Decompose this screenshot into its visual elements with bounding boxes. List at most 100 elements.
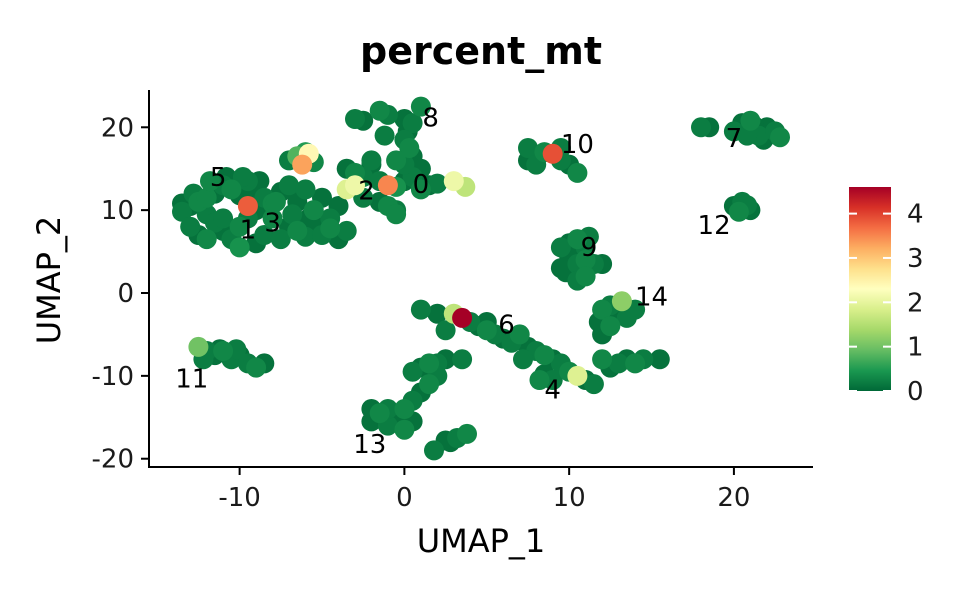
data-point: [452, 349, 473, 370]
data-point: [394, 419, 415, 440]
data-point: [196, 187, 217, 208]
data-point: [435, 320, 456, 341]
data-point: [427, 303, 448, 324]
data-point: [567, 162, 588, 183]
cluster-label: 13: [353, 430, 386, 460]
data-point: [295, 179, 316, 200]
data-point: [728, 201, 749, 222]
data-point: [424, 440, 444, 461]
data-point: [374, 125, 395, 146]
cluster-label: 8: [422, 104, 439, 134]
colorbar-ticks: 0 1 2 3 4: [849, 200, 924, 407]
data-point: [427, 173, 448, 194]
x-tick-label: 0: [396, 483, 413, 513]
data-point: [600, 316, 621, 337]
data-point: [377, 175, 398, 196]
data-point: [394, 399, 415, 419]
data-point: [265, 191, 286, 212]
data-point: [279, 175, 299, 196]
y-tick-label: 0: [117, 279, 134, 309]
data-point: [336, 220, 357, 241]
colorbar: [849, 187, 891, 391]
data-point: [188, 336, 209, 357]
data-point: [246, 357, 267, 378]
colorbar-tick-label: 4: [907, 200, 924, 230]
x-axis-title: UMAP_1: [417, 522, 546, 560]
data-point: [457, 423, 477, 444]
data-point: [270, 229, 291, 250]
cluster-label: 3: [264, 209, 281, 239]
data-point: [361, 150, 382, 171]
colorbar-tick-label: 2: [907, 288, 924, 318]
data-point: [172, 201, 192, 222]
data-point: [345, 175, 365, 196]
cluster-label: 9: [581, 233, 598, 263]
data-point: [567, 229, 588, 250]
data-point: [443, 171, 464, 192]
data-point: [386, 204, 407, 225]
data-point: [575, 249, 596, 270]
y-axis-title: UMAP_2: [30, 216, 68, 345]
y-tick-label: -10: [92, 362, 134, 392]
data-point: [550, 237, 571, 258]
data-point: [542, 143, 563, 164]
data-point: [213, 341, 234, 361]
data-point: [419, 374, 440, 395]
cluster-label: 10: [561, 130, 594, 160]
chart-title: percent_mt: [360, 29, 602, 73]
data-point: [770, 127, 790, 148]
cluster-label: 5: [210, 163, 227, 193]
points-layer: [172, 96, 790, 461]
cluster-label: 12: [698, 211, 731, 241]
data-point: [410, 299, 431, 320]
data-point: [369, 100, 390, 121]
data-point: [320, 218, 341, 239]
data-point: [592, 299, 613, 320]
data-point: [518, 138, 538, 158]
data-point: [386, 150, 407, 171]
data-point: [229, 237, 250, 258]
data-point: [282, 204, 303, 225]
data-point: [625, 353, 646, 374]
color-legend: 0 1 2 3 4: [849, 187, 924, 407]
data-point: [452, 307, 473, 328]
cluster-label: 6: [498, 311, 515, 341]
cluster-label: 2: [358, 176, 375, 206]
data-point: [410, 179, 431, 200]
data-point: [575, 266, 596, 287]
cluster-label: 1: [240, 215, 257, 245]
y-tick-label: -20: [92, 445, 134, 475]
data-point: [262, 208, 283, 229]
data-point: [476, 320, 497, 341]
x-tick-label: 20: [717, 483, 750, 513]
x-tick-label: -10: [218, 483, 260, 513]
data-point: [402, 361, 423, 382]
x-tick-label: 10: [553, 483, 586, 513]
colorbar-tick-label: 3: [907, 244, 924, 274]
data-point: [254, 225, 275, 245]
data-point: [200, 171, 220, 192]
cluster-label: 11: [175, 365, 208, 395]
data-point: [509, 324, 530, 345]
cluster-label: 4: [544, 375, 561, 405]
data-point: [567, 365, 588, 386]
data-point: [740, 110, 761, 131]
data-point: [399, 138, 420, 158]
cluster-label: 14: [635, 283, 668, 313]
data-point: [287, 220, 308, 241]
y-axis-ticks: -20 -10 0 10 20: [92, 113, 149, 475]
data-point: [649, 349, 670, 370]
data-point: [180, 216, 201, 237]
data-point: [345, 109, 365, 129]
y-tick-label: 10: [101, 196, 134, 226]
data-point: [221, 179, 242, 200]
data-point: [534, 345, 555, 366]
data-point: [691, 117, 711, 138]
cluster-label: 7: [726, 124, 743, 154]
data-point: [608, 353, 629, 374]
data-point: [369, 403, 390, 424]
